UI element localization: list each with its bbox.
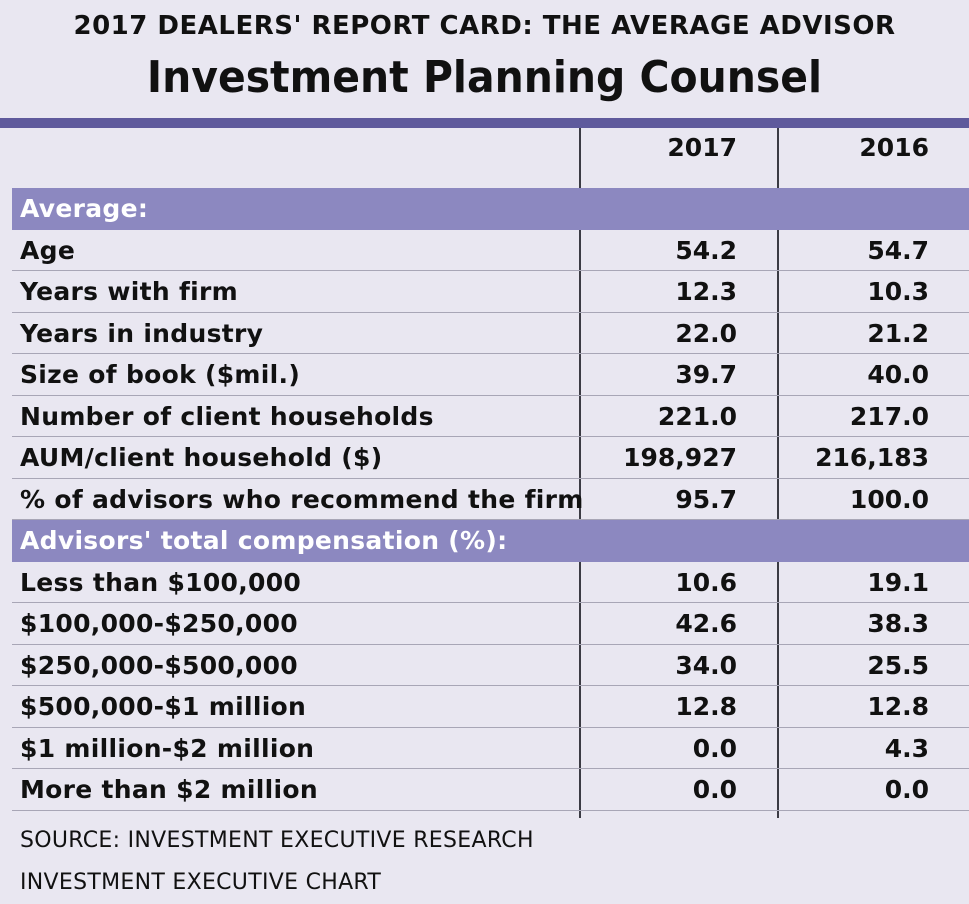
value-2017: 12.3 — [675, 277, 737, 306]
row-label: Size of book ($mil.) — [20, 360, 301, 389]
header: 2017 DEALERS' REPORT CARD: THE AVERAGE A… — [0, 0, 969, 118]
value-2017: 221.0 — [657, 401, 737, 431]
value-2016: 4.3 — [884, 733, 929, 763]
table-row: Years in industry 22.0 21.2 — [12, 313, 969, 354]
table-row: Less than $100,000 10.6 19.1 — [12, 562, 969, 603]
value-2017: 34.0 — [675, 650, 737, 680]
value-2017: 22.0 — [675, 318, 737, 348]
section-average: Average: — [12, 188, 969, 230]
source-note: SOURCE: INVESTMENT EXECUTIVE RESEARCH — [20, 828, 534, 853]
value-2016: 100.0 — [849, 484, 929, 514]
header-rule — [0, 118, 969, 128]
value-2017: 39.7 — [675, 360, 737, 389]
value-2017: 95.7 — [675, 484, 737, 514]
column-header-2017: 2017 — [667, 133, 737, 162]
value-2017: 10.6 — [675, 567, 737, 597]
table-row: $1 million-$2 million 0.0 4.3 — [12, 728, 969, 769]
average-rows: Age 54.2 54.7 Years with firm 12.3 10.3 Years … — [12, 230, 969, 520]
value-2017: 42.6 — [675, 609, 737, 638]
value-2016: 10.3 — [867, 277, 929, 306]
value-2016: 217.0 — [849, 401, 929, 431]
column-header-2016: 2016 — [859, 133, 929, 162]
row-label: AUM/client household ($) — [20, 443, 383, 472]
table-row: Years with firm 12.3 10.3 — [12, 271, 969, 313]
value-2017: 198,927 — [623, 443, 737, 472]
table-row: $100,000-$250,000 42.6 38.3 — [12, 603, 969, 645]
row-label: Age — [20, 235, 76, 265]
section-label: Advisors' total compensation (%): — [20, 526, 508, 555]
value-2017: 54.2 — [675, 235, 737, 265]
row-label: Years with firm — [20, 277, 238, 306]
value-2016: 54.7 — [867, 235, 929, 265]
value-2016: 38.3 — [867, 609, 929, 638]
row-label: $100,000-$250,000 — [20, 609, 299, 638]
row-label: More than $2 million — [20, 775, 318, 804]
value-2017: 0.0 — [692, 733, 737, 763]
value-2017: 12.8 — [675, 692, 737, 721]
table-row: $500,000-$1 million 12.8 12.8 — [12, 686, 969, 728]
table-header-row: 2017 2016 — [12, 128, 969, 188]
row-label: Less than $100,000 — [20, 567, 302, 597]
value-2016: 19.1 — [867, 567, 929, 597]
report-table: 2017 2016 Average: Age 54.2 54.7 Years with… — [12, 128, 969, 811]
table-row: More than $2 million 0.0 0.0 — [12, 769, 969, 811]
row-label: $500,000-$1 million — [20, 692, 307, 721]
section-label: Average: — [20, 194, 149, 223]
section-compensation: Advisors' total compensation (%): — [12, 520, 969, 562]
row-label: $250,000-$500,000 — [20, 650, 299, 680]
table-row: AUM/client household ($) 198,927 216,183 — [12, 437, 969, 479]
value-2016: 0.0 — [884, 775, 929, 804]
value-2016: 216,183 — [815, 443, 929, 472]
table-row: Age 54.2 54.7 — [12, 230, 969, 271]
row-label: Years in industry — [20, 318, 264, 348]
row-label: % of advisors who recommend the firm — [20, 484, 584, 514]
value-2016: 40.0 — [867, 360, 929, 389]
column-divider-2016 — [777, 128, 779, 818]
report-kicker: 2017 DEALERS' REPORT CARD: THE AVERAGE A… — [73, 11, 896, 41]
column-divider-2017 — [579, 128, 581, 818]
chart-credit: INVESTMENT EXECUTIVE CHART — [20, 870, 382, 895]
value-2016: 21.2 — [867, 318, 929, 348]
table-row: Number of client households 221.0 217.0 — [12, 396, 969, 437]
table-row: Size of book ($mil.) 39.7 40.0 — [12, 354, 969, 396]
value-2016: 25.5 — [867, 650, 929, 680]
value-2017: 0.0 — [692, 775, 737, 804]
row-label: $1 million-$2 million — [20, 733, 315, 763]
row-label: Number of client households — [20, 401, 434, 431]
value-2016: 12.8 — [867, 692, 929, 721]
compensation-rows: Less than $100,000 10.6 19.1 $100,000-$250,… — [12, 562, 969, 811]
table-row: $250,000-$500,000 34.0 25.5 — [12, 645, 969, 686]
table-row: % of advisors who recommend the firm 95.7… — [12, 479, 969, 520]
page-title: Investment Planning Counsel — [146, 52, 823, 103]
